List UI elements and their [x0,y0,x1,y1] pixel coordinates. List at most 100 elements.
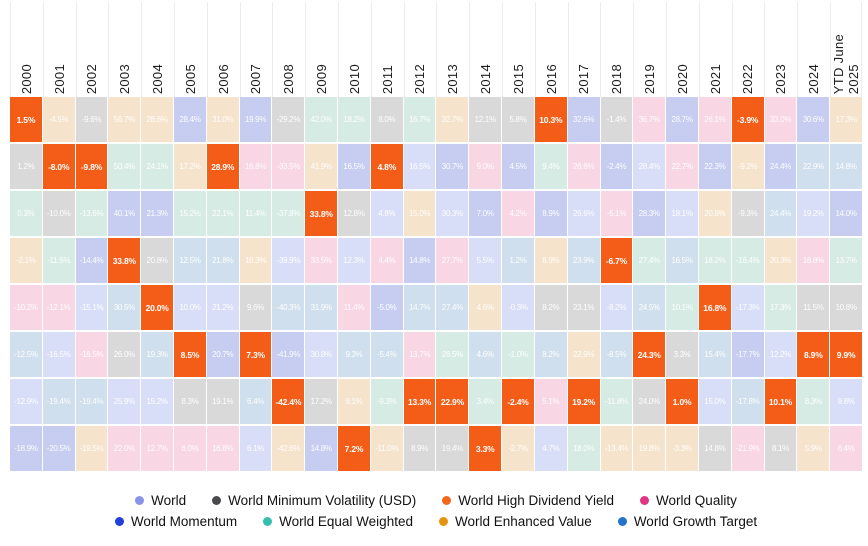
return-cell-mo[interactable]: 18.1% [666,191,698,236]
legend-item-ew[interactable]: World Equal Weighted [263,514,413,529]
return-cell-w[interactable]: -5.0% [370,285,403,330]
return-cell-hdy[interactable]: -2.4% [502,379,534,424]
return-cell-mv[interactable]: -1.4% [600,97,633,142]
return-cell-q[interactable]: 9.0% [469,144,502,189]
return-cell-ev[interactable]: -13.4% [600,426,633,471]
return-cell-q[interactable]: 6.4% [830,426,862,471]
return-cell-mv[interactable]: 5.8% [502,97,534,142]
return-cell-w[interactable]: 21.3% [141,191,174,236]
return-cell-mo[interactable]: 10.0% [174,285,206,330]
return-cell-ew[interactable]: 16.7% [403,97,436,142]
return-cell-gt[interactable]: 14.7% [403,285,436,330]
legend-item-gt[interactable]: World Growth Target [617,514,757,529]
return-cell-hdy[interactable]: 8.9% [797,332,830,377]
return-cell-q[interactable]: 26.1% [698,97,731,142]
return-cell-w[interactable]: 19.9% [239,97,272,142]
return-cell-ew[interactable]: -11.5% [42,238,75,283]
return-cell-gt[interactable]: 9.3% [338,332,370,377]
return-cell-q[interactable]: 33.5% [305,238,338,283]
return-cell-q[interactable]: 26.6% [567,144,600,189]
return-cell-mo[interactable]: 28.4% [633,144,666,189]
return-cell-ew[interactable]: 26.5% [436,332,469,377]
return-cell-mv[interactable]: 20.8% [141,238,174,283]
return-cell-gt[interactable]: 24.4% [764,191,797,236]
return-cell-mo[interactable]: -15.1% [75,285,108,330]
return-cell-hdy[interactable]: 8.5% [174,332,206,377]
return-cell-mo[interactable]: 4.8% [370,191,403,236]
return-cell-q[interactable]: -12.1% [42,285,75,330]
return-cell-mv[interactable]: 12.8% [338,191,370,236]
return-cell-w[interactable]: 14.8% [305,426,338,471]
return-cell-gt[interactable]: -19.4% [75,379,108,424]
return-cell-hdy[interactable]: 7.2% [338,426,370,471]
return-cell-gt[interactable]: 22.9% [797,144,830,189]
return-cell-ew[interactable]: 50.4% [108,144,141,189]
return-cell-ew[interactable]: 13.7% [830,238,862,283]
return-cell-gt[interactable]: 15.4% [698,332,731,377]
return-cell-ev[interactable]: 4.6% [469,285,502,330]
return-cell-ev[interactable]: 31.0% [206,97,239,142]
return-cell-ev[interactable]: -3.3% [666,426,698,471]
return-cell-ew[interactable]: 18.2% [698,238,731,283]
return-cell-ew[interactable]: 27.4% [633,238,666,283]
return-cell-gt[interactable]: 19.3% [141,332,174,377]
return-cell-hdy[interactable]: 9.9% [830,332,862,377]
return-cell-ev[interactable]: 10.3% [239,238,272,283]
return-cell-mv[interactable]: -9.3% [731,191,764,236]
return-cell-ew[interactable]: -11.8% [600,379,633,424]
return-cell-gt[interactable]: 31.9% [305,285,338,330]
legend-item-q[interactable]: World Quality [640,493,737,508]
return-cell-q[interactable]: -21.9% [731,426,764,471]
return-cell-ew[interactable]: -1.0% [502,332,534,377]
return-cell-hdy[interactable]: -42.4% [272,379,305,424]
return-cell-hdy[interactable]: 19.2% [567,379,600,424]
return-cell-w[interactable]: 16.5% [338,144,370,189]
return-cell-mo[interactable]: -39.9% [272,238,305,283]
return-cell-ev[interactable]: 8.9% [534,238,567,283]
return-cell-q[interactable]: -10.2% [10,285,42,330]
return-cell-gt[interactable]: -17.8% [731,379,764,424]
return-cell-q[interactable]: 4.2% [502,191,534,236]
return-cell-gt[interactable]: 27.4% [436,285,469,330]
return-cell-mo[interactable]: 16.5% [403,144,436,189]
return-cell-w[interactable]: -41.9% [272,332,305,377]
return-cell-w[interactable]: 14.8% [403,238,436,283]
return-cell-hdy[interactable]: -6.7% [600,238,633,283]
return-cell-ew[interactable]: -37.8% [272,191,305,236]
return-cell-ev[interactable]: 20.8% [698,191,731,236]
return-cell-gt[interactable]: 14.8% [830,144,862,189]
return-cell-ew[interactable]: 3.4% [469,379,502,424]
return-cell-w[interactable]: 32.6% [567,97,600,142]
return-cell-w[interactable]: 28.3% [633,191,666,236]
return-cell-w[interactable]: 40.1% [108,191,141,236]
return-cell-mo[interactable]: 12.3% [338,238,370,283]
return-cell-hdy[interactable]: 22.9% [436,379,469,424]
return-cell-q[interactable]: -16.5% [75,332,108,377]
legend-item-w[interactable]: World [135,493,186,508]
legend-item-ev[interactable]: World Enhanced Value [438,514,592,529]
return-cell-mo[interactable]: 19.2% [797,191,830,236]
return-cell-ew[interactable]: -16.4% [731,238,764,283]
return-cell-mv[interactable]: 12.1% [469,97,502,142]
return-cell-hdy[interactable]: 1.0% [666,379,698,424]
return-cell-mv[interactable]: 8.2% [534,285,567,330]
return-cell-ew[interactable]: 9.4% [534,144,567,189]
return-cell-q[interactable]: 33.0% [764,97,797,142]
return-cell-mv[interactable]: 17.2% [305,379,338,424]
return-cell-gt[interactable]: 16.5% [666,238,698,283]
return-cell-mv[interactable]: 8.0% [370,97,403,142]
return-cell-q[interactable]: 11.4% [338,285,370,330]
return-cell-q[interactable]: 4.4% [370,238,403,283]
return-cell-ew[interactable]: 17.3% [764,285,797,330]
return-cell-mo[interactable]: 15.0% [698,379,731,424]
return-cell-hdy[interactable]: -8.0% [42,144,75,189]
return-cell-ew[interactable]: 24.1% [141,144,174,189]
return-cell-ev[interactable]: 32.7% [436,97,469,142]
legend-item-hdy[interactable]: World High Dividend Yield [442,493,614,508]
return-cell-q[interactable]: 22.0% [108,426,141,471]
return-cell-w[interactable]: -2.4% [600,144,633,189]
return-cell-ev[interactable]: -11.0% [370,426,403,471]
return-cell-mo[interactable]: -8.2% [600,285,633,330]
return-cell-q[interactable]: -33.5% [272,144,305,189]
return-cell-hdy[interactable]: -3.9% [731,97,764,142]
